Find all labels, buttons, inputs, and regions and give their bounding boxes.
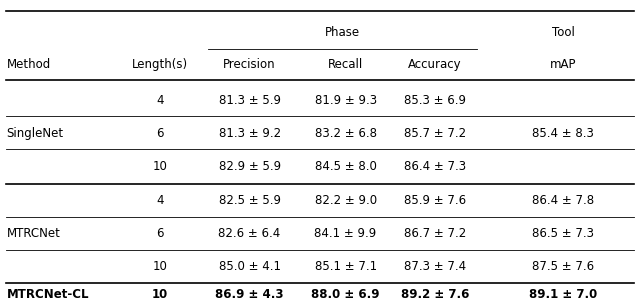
Text: 85.3 ± 6.9: 85.3 ± 6.9 [404,94,466,107]
Text: 86.5 ± 7.3: 86.5 ± 7.3 [532,227,594,240]
Text: 87.3 ± 7.4: 87.3 ± 7.4 [404,260,467,273]
Text: mAP: mAP [550,58,577,71]
Text: 4: 4 [156,94,164,107]
Text: 85.0 ± 4.1: 85.0 ± 4.1 [219,260,280,273]
Text: 87.5 ± 7.6: 87.5 ± 7.6 [532,260,595,273]
Text: MTRCNet: MTRCNet [6,227,60,240]
Text: 82.6 ± 6.4: 82.6 ± 6.4 [218,227,281,240]
Text: 85.4 ± 8.3: 85.4 ± 8.3 [532,127,594,140]
Text: 88.0 ± 6.9: 88.0 ± 6.9 [311,288,380,301]
Text: Accuracy: Accuracy [408,58,462,71]
Text: 86.4 ± 7.3: 86.4 ± 7.3 [404,160,467,173]
Text: Method: Method [6,58,51,71]
Text: Phase: Phase [325,26,360,39]
Text: 82.5 ± 5.9: 82.5 ± 5.9 [219,194,280,207]
Text: 81.3 ± 9.2: 81.3 ± 9.2 [218,127,281,140]
Text: 81.9 ± 9.3: 81.9 ± 9.3 [314,94,377,107]
Text: 84.5 ± 8.0: 84.5 ± 8.0 [315,160,376,173]
Text: 83.2 ± 6.8: 83.2 ± 6.8 [315,127,376,140]
Text: 86.4 ± 7.8: 86.4 ± 7.8 [532,194,595,207]
Text: 85.9 ± 7.6: 85.9 ± 7.6 [404,194,467,207]
Text: 84.1 ± 9.9: 84.1 ± 9.9 [314,227,377,240]
Text: Tool: Tool [552,26,575,39]
Text: 6: 6 [156,127,164,140]
Text: 10: 10 [152,160,168,173]
Text: 85.1 ± 7.1: 85.1 ± 7.1 [314,260,377,273]
Text: SingleNet: SingleNet [6,127,63,140]
Text: Length(s): Length(s) [132,58,188,71]
Text: 6: 6 [156,227,164,240]
Text: MTRCNet-CL: MTRCNet-CL [6,288,89,301]
Text: 10: 10 [152,288,168,301]
Text: 89.1 ± 7.0: 89.1 ± 7.0 [529,288,597,301]
Text: 81.3 ± 5.9: 81.3 ± 5.9 [219,94,280,107]
Text: 86.7 ± 7.2: 86.7 ± 7.2 [404,227,467,240]
Text: 82.9 ± 5.9: 82.9 ± 5.9 [218,160,281,173]
Text: Precision: Precision [223,58,276,71]
Text: 89.2 ± 7.6: 89.2 ± 7.6 [401,288,469,301]
Text: Recall: Recall [328,58,364,71]
Text: 86.9 ± 4.3: 86.9 ± 4.3 [215,288,284,301]
Text: 10: 10 [152,260,168,273]
Text: 85.7 ± 7.2: 85.7 ± 7.2 [404,127,467,140]
Text: 4: 4 [156,194,164,207]
Text: 82.2 ± 9.0: 82.2 ± 9.0 [314,194,377,207]
